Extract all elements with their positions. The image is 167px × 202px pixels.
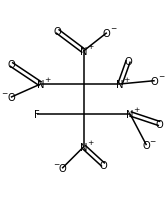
Text: O: O <box>7 60 15 70</box>
Text: +: + <box>87 44 93 50</box>
Text: −: − <box>158 74 164 80</box>
Text: O: O <box>53 27 61 37</box>
Text: N: N <box>126 109 134 119</box>
Text: +: + <box>133 107 139 113</box>
Text: O: O <box>143 140 150 150</box>
Text: O: O <box>58 163 66 174</box>
Text: N: N <box>116 80 124 89</box>
Text: O: O <box>100 160 107 170</box>
Text: N: N <box>80 142 87 152</box>
Text: +: + <box>87 139 93 145</box>
Text: −: − <box>53 161 59 167</box>
Text: F: F <box>34 109 40 119</box>
Text: O: O <box>151 76 159 86</box>
Text: +: + <box>44 77 50 83</box>
Text: N: N <box>37 80 44 89</box>
Text: −: − <box>150 138 156 144</box>
Text: −: − <box>110 26 116 32</box>
Text: +: + <box>123 77 129 83</box>
Text: O: O <box>156 119 163 129</box>
Text: O: O <box>103 28 111 39</box>
Text: O: O <box>124 57 132 66</box>
Text: N: N <box>80 47 87 57</box>
Text: −: − <box>2 90 8 96</box>
Text: O: O <box>7 93 15 103</box>
